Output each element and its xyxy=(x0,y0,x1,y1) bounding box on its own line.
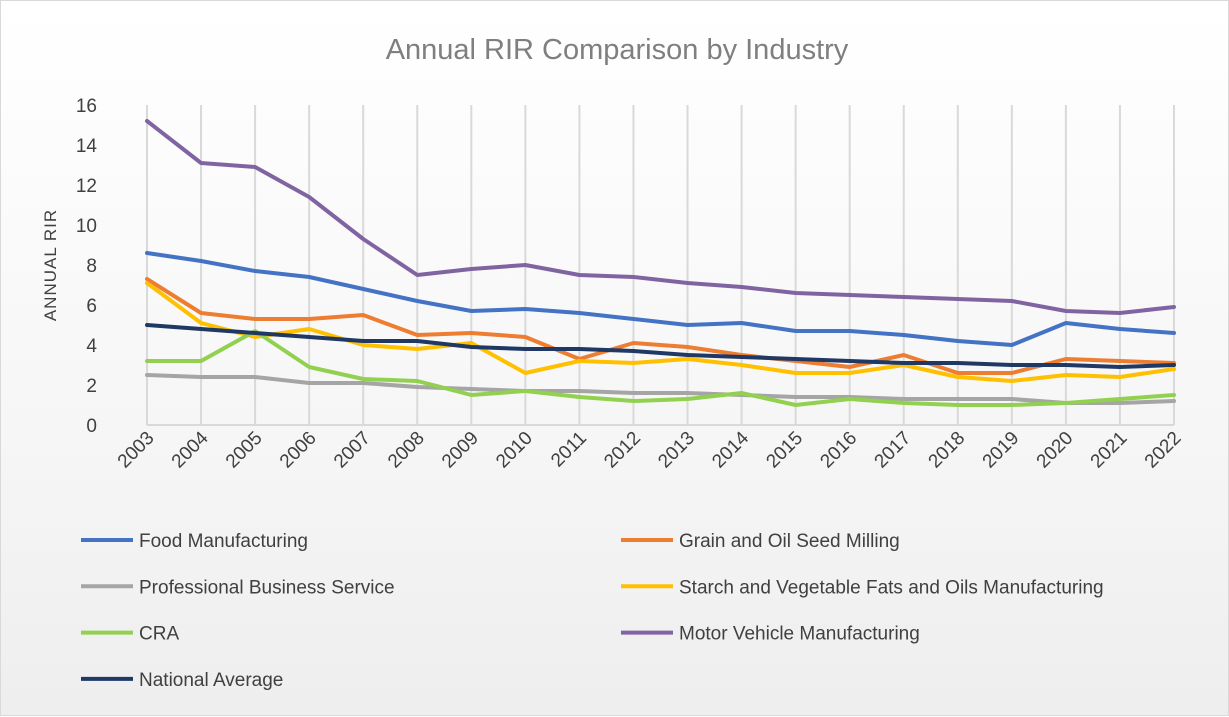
x-tick-label: 2022 xyxy=(1141,428,1186,473)
x-tick-label: 2019 xyxy=(979,428,1024,473)
legend-label: Food Manufacturing xyxy=(139,531,308,552)
legend-label: Grain and Oil Seed Milling xyxy=(679,531,900,552)
chart-title: Annual RIR Comparison by Industry xyxy=(386,34,849,66)
x-tick-label: 2013 xyxy=(654,428,699,473)
legend-item: Motor Vehicle Manufacturing xyxy=(621,624,920,645)
legend-label: Starch and Vegetable Fats and Oils Manuf… xyxy=(679,577,1104,598)
y-tick-label: 16 xyxy=(76,96,97,117)
series-line-food-manufacturing xyxy=(145,251,1176,347)
legend-item: CRA xyxy=(81,624,179,645)
y-tick-label: 2 xyxy=(86,376,97,397)
x-tick-label: 2010 xyxy=(492,428,537,473)
legend-label: National Average xyxy=(139,670,283,691)
series-line-motor-vehicle-manufacturing xyxy=(145,119,1176,315)
y-axis-label: ANNUAL RIR xyxy=(41,209,60,321)
x-tick-label: 2009 xyxy=(438,428,483,473)
series-line-starch-and-vegetable-fats-and-oils-manufacturing xyxy=(145,281,1176,383)
x-tick-label: 2014 xyxy=(708,427,753,472)
x-tick-label: 2007 xyxy=(330,428,375,473)
legend-item: Food Manufacturing xyxy=(81,531,308,552)
x-tick-label: 2004 xyxy=(168,427,213,472)
legend-item: National Average xyxy=(81,670,283,691)
series-line-national-average xyxy=(145,323,1176,369)
x-tick-label: 2006 xyxy=(276,428,321,473)
x-tick-label: 2008 xyxy=(384,428,429,473)
legend-item: Starch and Vegetable Fats and Oils Manuf… xyxy=(621,577,1104,598)
legend-item: Grain and Oil Seed Milling xyxy=(621,531,900,552)
y-tick-label: 0 xyxy=(86,416,97,437)
x-tick-label: 2018 xyxy=(925,428,970,473)
y-tick-label: 4 xyxy=(86,336,97,357)
series-line-professional-business-service xyxy=(145,373,1176,405)
x-tick-label: 2003 xyxy=(114,428,159,473)
legend-label: Motor Vehicle Manufacturing xyxy=(679,624,920,645)
y-tick-label: 10 xyxy=(76,216,97,237)
x-tick-label: 2015 xyxy=(762,428,807,473)
legend-label: CRA xyxy=(139,624,179,645)
x-tick-label: 2020 xyxy=(1033,428,1078,473)
y-tick-label: 14 xyxy=(76,136,98,157)
legend-item: Professional Business Service xyxy=(81,577,395,598)
legend-label: Professional Business Service xyxy=(139,577,395,598)
x-tick-label: 2016 xyxy=(816,428,861,473)
x-tick-label: 2017 xyxy=(871,428,916,473)
x-tick-label: 2011 xyxy=(547,428,591,472)
y-tick-label: 12 xyxy=(76,176,97,197)
y-tick-label: 8 xyxy=(86,256,97,277)
x-tick-label: 2021 xyxy=(1087,428,1132,473)
x-tick-label: 2012 xyxy=(600,428,645,473)
series-line-grain-and-oil-seed-milling xyxy=(145,277,1176,375)
x-tick-label: 2005 xyxy=(222,428,267,473)
series-line-cra xyxy=(145,329,1176,407)
y-tick-label: 6 xyxy=(86,296,97,317)
